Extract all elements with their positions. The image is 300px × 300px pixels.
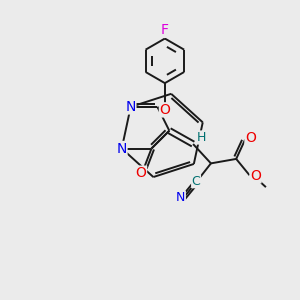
Text: O: O: [250, 169, 261, 183]
Text: O: O: [245, 131, 256, 145]
Text: N: N: [176, 191, 185, 204]
Text: O: O: [159, 103, 170, 117]
Text: N: N: [117, 142, 127, 155]
Text: N: N: [125, 100, 136, 114]
Text: O: O: [136, 166, 146, 180]
Text: C: C: [192, 175, 200, 188]
Text: H: H: [197, 131, 206, 144]
Text: F: F: [161, 23, 169, 37]
